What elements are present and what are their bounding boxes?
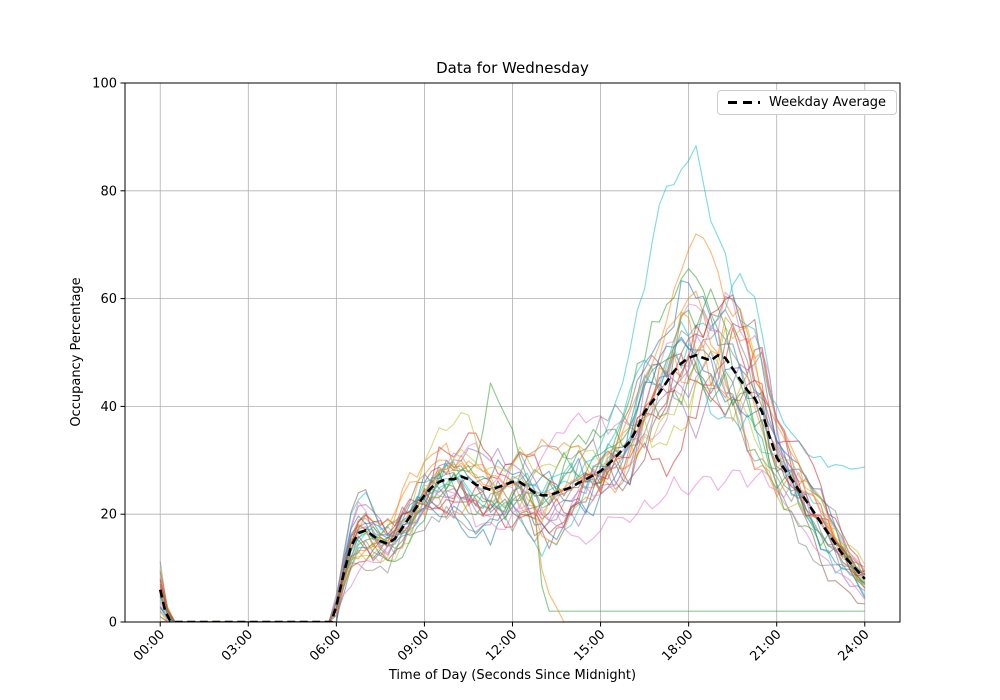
axes: 00:00 03:00 06:00 09:00 12:00 15:00 18:00 21:00…	[92, 77, 901, 664]
individual-line	[159, 296, 866, 622]
y-tick-label: 100	[92, 77, 117, 92]
x-tick-label: 24:00	[836, 627, 873, 664]
y-axis-label: Occupancy Percentage	[69, 277, 84, 427]
individual-line	[159, 326, 866, 622]
individual-line	[159, 311, 866, 622]
x-tick-label: 06:00	[307, 627, 344, 664]
x-tick-label: 18:00	[659, 627, 696, 664]
individual-line	[159, 336, 866, 622]
individual-line	[159, 469, 866, 622]
x-tick-label: 00:00	[131, 627, 168, 664]
individual-line	[160, 343, 866, 622]
x-tick-label: 21:00	[747, 627, 784, 664]
y-tick-label: 60	[100, 292, 117, 307]
x-tick-label: 15:00	[571, 627, 608, 664]
average-line	[158, 353, 866, 622]
y-tick-label: 0	[109, 616, 117, 631]
individual-line	[159, 308, 866, 622]
individual-line	[159, 382, 865, 622]
chart-title: Data for Wednesday	[436, 59, 589, 77]
grid	[125, 82, 900, 623]
individual-line	[159, 273, 866, 622]
legend: Weekday Average	[717, 90, 898, 115]
individual-line	[159, 459, 865, 622]
x-tick-label: 03:00	[219, 627, 256, 664]
y-tick-label: 40	[100, 400, 117, 415]
x-tick-label: 12:00	[483, 627, 520, 664]
y-tick-label: 80	[100, 184, 117, 199]
x-tick-label: 09:00	[395, 627, 432, 664]
individual-line	[159, 233, 866, 622]
legend-label: Weekday Average	[769, 95, 887, 110]
individual-line	[159, 338, 866, 622]
individual-line	[159, 294, 865, 622]
dashed-line-icon	[728, 101, 760, 104]
y-tick-label: 20	[100, 508, 117, 523]
series-group	[158, 145, 866, 622]
x-axis-label: Time of Day (Seconds Since Midnight)	[388, 668, 637, 683]
